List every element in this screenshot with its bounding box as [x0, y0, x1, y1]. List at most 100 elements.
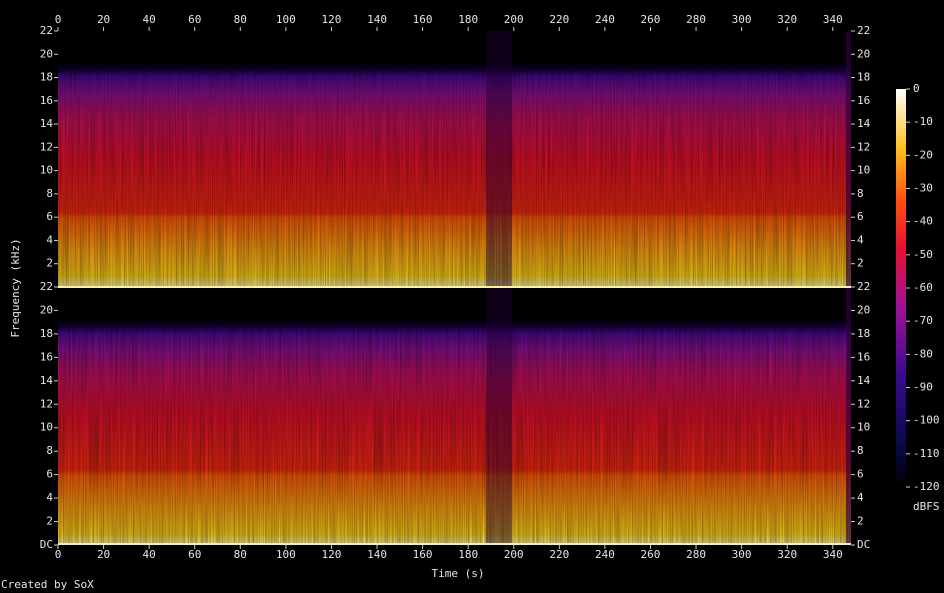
x-tick-label-top: 20: [97, 13, 110, 26]
x-tick-label-bottom: 80: [234, 548, 247, 561]
x-tick-label-bottom: 280: [686, 548, 706, 561]
y-tick-label-left: 14: [40, 117, 54, 130]
y-tick-label-right: 20: [857, 303, 870, 316]
y-tick-label-left: 16: [40, 94, 53, 107]
colorbar-tick-label: -110: [913, 447, 940, 460]
footer: Created by SoX: [1, 578, 94, 591]
x-tick-label-bottom: 220: [549, 548, 569, 561]
y-tick-label-right: 18: [857, 71, 870, 84]
y-tick-label-right: 16: [857, 350, 870, 363]
x-tick-label-top: 280: [686, 13, 706, 26]
x-tick-label-bottom: 60: [188, 548, 201, 561]
y-tick-label-right: DC: [857, 538, 870, 551]
colorbar-tick-label: -120: [913, 480, 940, 493]
x-tick-label-bottom: 20: [97, 548, 110, 561]
y-tick-label-right: 12: [857, 397, 870, 410]
x-tick-label-top: 80: [234, 13, 247, 26]
y-tick-label-left: 18: [40, 327, 53, 340]
x-tick-label-bottom: 160: [413, 548, 433, 561]
x-axis-label: Time (s): [432, 567, 485, 580]
x-tick-label-top: 320: [777, 13, 797, 26]
y-tick-label-right: 18: [857, 327, 870, 340]
x-tick-label-top: 180: [458, 13, 478, 26]
colorbar-tick-label: -80: [913, 347, 933, 360]
colorbar-tick-label: -50: [913, 248, 933, 261]
y-tick-label-left: 6: [46, 210, 53, 223]
x-tick-label-bottom: 260: [641, 548, 661, 561]
y-tick-label-left: 22: [40, 24, 53, 37]
y-tick-label-right: 20: [857, 47, 870, 60]
x-tick-label-bottom: 140: [367, 548, 387, 561]
y-tick-label-left: 2: [46, 257, 53, 270]
y-tick-label-left: 2: [46, 515, 53, 528]
y-tick-label-left: 4: [46, 491, 53, 504]
x-tick-label-bottom: 100: [276, 548, 296, 561]
y-tick-label-right: 8: [857, 187, 864, 200]
y-tick-label-left: 8: [46, 444, 53, 457]
y-tick-label-left: 18: [40, 71, 53, 84]
x-tick-label-bottom: 200: [504, 548, 524, 561]
y-tick-label-left: 10: [40, 421, 53, 434]
colorbar-tick-label: -90: [913, 381, 933, 394]
colorbar: [896, 89, 906, 487]
x-tick-label-top: 120: [322, 13, 342, 26]
y-tick-label-left: 8: [46, 187, 53, 200]
y-tick-label-right: 14: [857, 374, 871, 387]
y-tick-label-left: 20: [40, 47, 53, 60]
colorbar-tick-label: 0: [913, 82, 920, 95]
x-tick-label-top: 140: [367, 13, 387, 26]
y-tick-label-left: DC: [40, 538, 53, 551]
x-tick-label-bottom: 120: [322, 548, 342, 561]
y-tick-label-right: 4: [857, 233, 864, 246]
x-tick-label-top: 340: [823, 13, 843, 26]
x-tick-label-bottom: 40: [143, 548, 156, 561]
x-tick-label-bottom: 240: [595, 548, 615, 561]
colorbar-label: dBFS: [913, 500, 940, 513]
colorbar-tick-label: -40: [913, 215, 933, 228]
x-tick-label-top: 220: [549, 13, 569, 26]
y-tick-label-right: 6: [857, 468, 864, 481]
x-tick-label-bottom: 320: [777, 548, 797, 561]
y-tick-label-right: 22: [857, 280, 870, 293]
x-tick-label-top: 200: [504, 13, 524, 26]
y-tick-label-right: 10: [857, 421, 870, 434]
y-tick-label-right: 6: [857, 210, 864, 223]
spectrogram-image: [58, 31, 851, 545]
x-tick-label-top: 0: [55, 13, 62, 26]
y-tick-label-left: 12: [40, 397, 53, 410]
x-tick-label-bottom: 300: [732, 548, 752, 561]
x-tick-label-top: 160: [413, 13, 433, 26]
y-tick-label-right: 10: [857, 164, 870, 177]
y-tick-label-left: 20: [40, 303, 53, 316]
y-tick-label-right: 16: [857, 94, 870, 107]
x-tick-label-top: 40: [143, 13, 156, 26]
x-tick-label-top: 300: [732, 13, 752, 26]
x-tick-label-top: 100: [276, 13, 296, 26]
y-tick-label-right: 22: [857, 24, 870, 37]
colorbar-tick-label: -10: [913, 115, 933, 128]
x-tick-label-top: 240: [595, 13, 615, 26]
y-tick-label-left: 22: [40, 280, 53, 293]
y-tick-label-right: 4: [857, 491, 864, 504]
y-tick-label-right: 2: [857, 257, 864, 270]
y-tick-label-right: 12: [857, 140, 870, 153]
colorbar-tick-label: -70: [913, 314, 933, 327]
x-tick-label-top: 60: [188, 13, 201, 26]
y-axis-label: Frequency (kHz): [9, 238, 22, 337]
y-tick-label-left: 16: [40, 350, 53, 363]
y-tick-label-left: 4: [46, 233, 53, 246]
colorbar-tick-label: -20: [913, 148, 933, 161]
y-tick-label-left: 12: [40, 140, 53, 153]
y-tick-label-right: 2: [857, 515, 864, 528]
x-tick-label-top: 260: [641, 13, 661, 26]
x-tick-label-bottom: 340: [823, 548, 843, 561]
y-tick-label-right: 14: [857, 117, 871, 130]
y-tick-label-right: 8: [857, 444, 864, 457]
colorbar-tick-label: -60: [913, 281, 933, 294]
y-tick-label-left: 14: [40, 374, 54, 387]
y-tick-label-left: 6: [46, 468, 53, 481]
x-tick-label-bottom: 0: [55, 548, 62, 561]
colorbar-tick-label: -100: [913, 414, 940, 427]
colorbar-tick-label: -30: [913, 182, 933, 195]
